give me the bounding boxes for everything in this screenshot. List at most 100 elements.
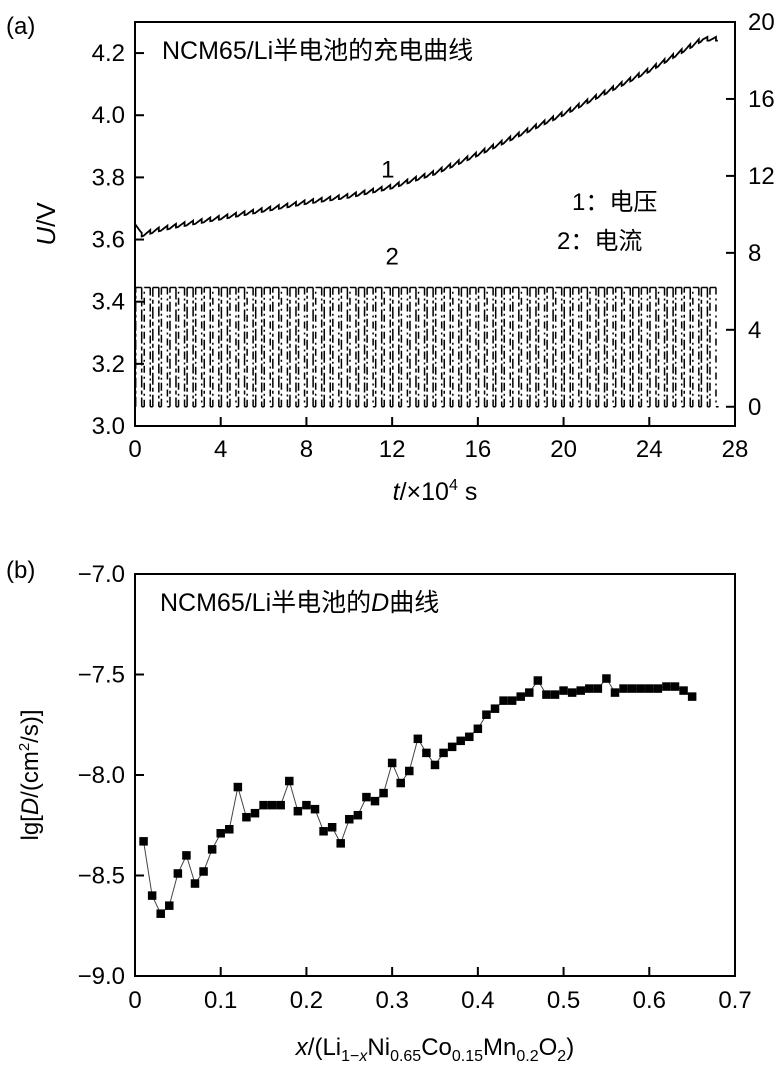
diffusion-point [576, 686, 585, 695]
diffusion-point [233, 782, 243, 792]
panel-b-x-tick-label: 0.2 [290, 987, 323, 1014]
diffusion-point [362, 792, 371, 802]
legend-text-current: 电流 [594, 228, 642, 255]
legend-key-voltage: 1： [572, 189, 609, 216]
diffusion-point [293, 806, 303, 816]
panel-a-y-tick-label: 3.8 [92, 164, 125, 191]
diffusion-point [147, 891, 157, 900]
diffusion-point [285, 776, 294, 786]
panel-b-x-label-part: 0.2 [516, 1048, 538, 1065]
diffusion-point [396, 778, 405, 788]
diffusion-point [447, 742, 457, 752]
panel-b-title: NCM65/Li半电池的D曲线 [160, 589, 439, 617]
diffusion-point [567, 688, 577, 697]
diffusion-point [353, 810, 363, 820]
panel-a-y-tick-label: 3.4 [92, 289, 125, 316]
panel-b-x-label-part: 0.65 [390, 1048, 421, 1065]
diffusion-point [405, 766, 414, 776]
diffusion-point [533, 676, 543, 685]
legend-item-voltage: 1：电压 [572, 189, 657, 216]
diffusion-points [139, 674, 697, 918]
panel-a-y-ticks: 3.0 3.2 3.4 3.6 3.8 4.0 4.2 [92, 40, 144, 440]
panel-b-x-label-part: 1− [341, 1048, 359, 1065]
panel-b-x-tick-label: 0.6 [633, 987, 666, 1014]
panel-a-x-tick-label: 16 [465, 436, 492, 463]
diffusion-point [636, 684, 645, 693]
diffusion-point [276, 800, 285, 810]
panel-b-y-ticks: −9.0 −8.5 −8.0 −7.5 −7.0 [78, 561, 144, 990]
diffusion-point [542, 690, 551, 699]
panel-b-title-suffix: 曲线 [389, 589, 439, 617]
series-voltage-line [134, 35, 718, 238]
panel-a-y-axis-label: U/V [31, 202, 61, 246]
panel-a-y2-tick-label: 20 [748, 9, 775, 36]
panel-a-title: NCM65/Li半电池的充电曲线 [162, 37, 473, 65]
panel-b: (b) NCM65/Li半电池的D曲线 0 0.1 0.2 0.3 0.4 0.5 0.6 0… [6, 557, 752, 1065]
diffusion-point [345, 814, 354, 824]
diffusion-point [199, 867, 208, 876]
panel-a-x-tick-label: 24 [636, 436, 663, 463]
panel-a-x-label-unit: s [458, 478, 477, 506]
diffusion-point [182, 851, 191, 860]
diffusion-point [156, 909, 165, 918]
panel-b-x-label-part: O [539, 1034, 558, 1061]
panel-b-x-label-part: Co [421, 1034, 452, 1061]
diffusion-point [439, 748, 448, 758]
diffusion-point [173, 869, 183, 878]
panel-b-y-label-post: /(cm [17, 751, 44, 798]
panel-b-x-label-part: ) [566, 1034, 574, 1061]
series-current-pulses [134, 286, 719, 408]
diffusion-point [327, 823, 337, 832]
legend-text-voltage: 电压 [609, 189, 657, 216]
panel-b-x-tick-label: 0.4 [461, 987, 494, 1014]
diffusion-point [645, 684, 654, 693]
diffusion-point [242, 812, 251, 822]
diffusion-point [139, 837, 148, 846]
diffusion-point [302, 800, 311, 810]
panel-a-x-tick-label: 0 [128, 436, 141, 463]
panel-a-x-label-rest: /×10 [400, 478, 449, 506]
panel-a-x-tick-label: 12 [379, 436, 406, 463]
diffusion-point [165, 901, 174, 910]
panel-b-x-label-part: x [358, 1048, 368, 1065]
panel-b-x-label-part: /(Li [308, 1034, 341, 1061]
panel-a-y2-tick-label: 16 [748, 86, 775, 113]
diffusion-point [387, 758, 397, 768]
panel-b-y-tick-label: −8.5 [78, 863, 125, 890]
panel-a-plot-frame [134, 21, 736, 427]
panel-b-x-tick-label: 0.7 [718, 987, 751, 1014]
diffusion-point [662, 682, 671, 691]
panel-b-y-tick-label: −9.0 [78, 963, 125, 990]
panel-b-x-label-part: 2 [557, 1048, 566, 1065]
panel-a-x-tick-label: 28 [722, 436, 749, 463]
diffusion-point [422, 748, 431, 758]
diffusion-point [267, 800, 277, 810]
panel-b-y-axis-label: lg[D/(cm2/s)] [16, 709, 44, 840]
diffusion-point [250, 808, 260, 818]
diffusion-point [465, 732, 474, 742]
diffusion-point [585, 684, 594, 693]
panel-b-y-label-italic: D [17, 798, 44, 815]
diffusion-point [499, 696, 508, 705]
panel-a-y2-tick-label: 12 [748, 163, 775, 190]
diffusion-point [627, 684, 637, 693]
diffusion-point [216, 829, 225, 838]
panel-a-y2-tick-label: 4 [748, 317, 761, 344]
panel-b-title-italic: D [371, 589, 389, 617]
diffusion-connector-line [143, 677, 693, 915]
legend-item-current: 2：电流 [557, 228, 642, 255]
panel-a-y-tick-label: 3.6 [92, 227, 125, 254]
panel-b-x-label-italic: x [295, 1034, 309, 1061]
panel-a-x-label-sup: 4 [449, 477, 458, 494]
diffusion-point [336, 839, 345, 848]
panel-a-y-label-rest: /V [31, 202, 61, 227]
panel-a-y2-tick-label: 0 [748, 394, 761, 421]
panel-b-y-label-pre: lg[ [17, 815, 44, 841]
diffusion-point [456, 736, 465, 746]
panel-b-title-prefix: NCM65/Li半电池的 [160, 589, 371, 617]
diffusion-point [490, 704, 500, 713]
legend: 1：电压 2：电流 [557, 189, 657, 255]
panel-b-x-label-part: 0.15 [452, 1048, 483, 1065]
panel-a-y-tick-label: 4.2 [92, 40, 125, 67]
